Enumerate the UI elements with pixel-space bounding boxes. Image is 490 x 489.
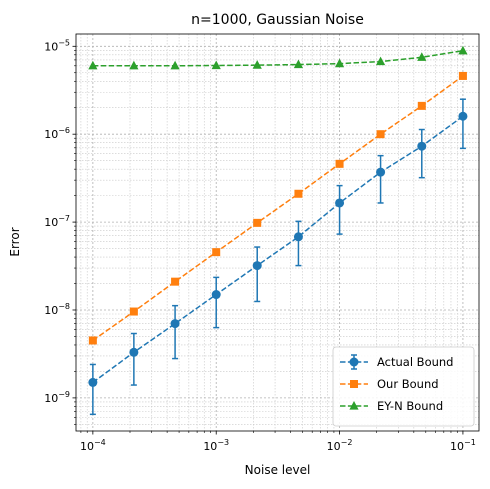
series-our-bound: [88, 71, 467, 345]
chart-title: n=1000, Gaussian Noise: [191, 12, 364, 28]
data-point: [129, 60, 139, 70]
data-point: [375, 56, 386, 66]
data-point: [458, 45, 468, 55]
series-line: [92, 50, 464, 67]
series-line: [92, 115, 464, 384]
data-point: [417, 141, 427, 151]
data-point: [417, 52, 427, 61]
data-point: [458, 111, 468, 121]
legend: Actual Bound Our Bound EY-N Bound: [332, 346, 475, 427]
data-point: [212, 248, 221, 257]
series-ey-n-bound: [88, 45, 468, 70]
legend-box: [332, 346, 475, 427]
data-point: [253, 218, 262, 227]
series-actual-bound: [88, 98, 468, 416]
data-point: [294, 189, 303, 198]
data-point: [252, 261, 262, 271]
major-grid: [76, 34, 479, 431]
legend-item-our-bound: Our Bound: [340, 377, 439, 391]
series-line: [92, 75, 464, 342]
data-point: [293, 232, 303, 242]
legend-item-ey-n-bound: EY-N Bound: [340, 399, 443, 413]
data-point: [171, 277, 180, 286]
data-point: [335, 159, 344, 168]
legend-label: Our Bound: [377, 377, 439, 391]
data-point: [88, 336, 97, 345]
data-point: [129, 347, 139, 357]
data-point: [458, 71, 467, 80]
data-point: [334, 58, 345, 68]
data-point: [88, 377, 98, 387]
data-point: [211, 60, 221, 70]
legend-item-actual-bound: Actual Bound: [340, 354, 454, 370]
data-point: [417, 101, 426, 110]
data-point: [376, 167, 386, 177]
data-point: [170, 60, 180, 70]
data-point: [88, 60, 98, 70]
data-point: [335, 198, 345, 208]
data-point: [376, 130, 385, 139]
legend-marker: [349, 357, 359, 367]
legend-label: Actual Bound: [377, 355, 454, 369]
data-point: [129, 307, 138, 316]
plot-frame: [75, 33, 480, 432]
x-axis-label: Noise level: [245, 463, 311, 477]
series-layer: [88, 45, 468, 416]
legend-marker: [350, 380, 358, 388]
data-point: [252, 60, 262, 69]
data-point: [293, 59, 304, 69]
y-axis-label: Error: [8, 227, 22, 256]
axis-ticks: 10−4 10−3 10−2 10−110−910−810−710−610−5: [44, 38, 476, 453]
data-point: [211, 290, 221, 300]
legend-label: EY-N Bound: [377, 399, 443, 413]
data-point: [170, 319, 180, 329]
legend-marker: [349, 401, 359, 410]
